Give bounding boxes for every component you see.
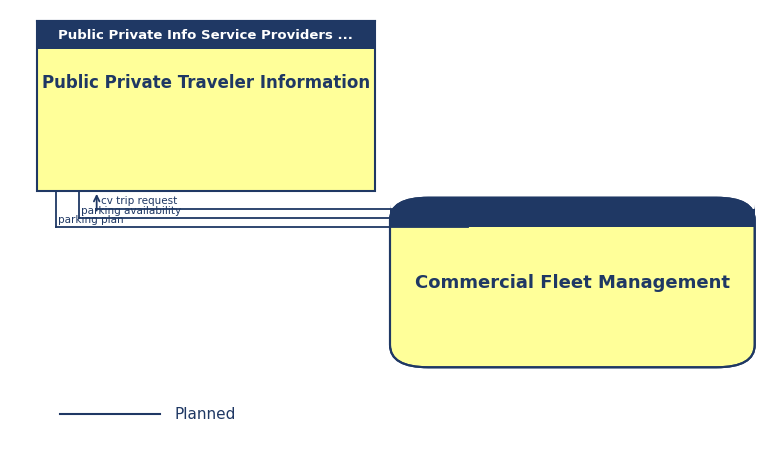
Text: parking availability: parking availability xyxy=(81,206,182,216)
Text: Planned: Planned xyxy=(175,407,236,422)
FancyBboxPatch shape xyxy=(390,198,755,227)
Bar xyxy=(390,209,755,227)
FancyBboxPatch shape xyxy=(390,198,755,367)
Text: parking plan: parking plan xyxy=(57,216,123,225)
Text: Commercial Fleet Management: Commercial Fleet Management xyxy=(415,274,730,292)
Text: cv trip request: cv trip request xyxy=(100,196,177,206)
Text: Public Private Traveler Information: Public Private Traveler Information xyxy=(41,74,370,92)
Text: Public Private Info Service Providers ...: Public Private Info Service Providers ..… xyxy=(58,29,353,42)
Bar xyxy=(37,22,374,191)
Bar xyxy=(37,22,374,49)
